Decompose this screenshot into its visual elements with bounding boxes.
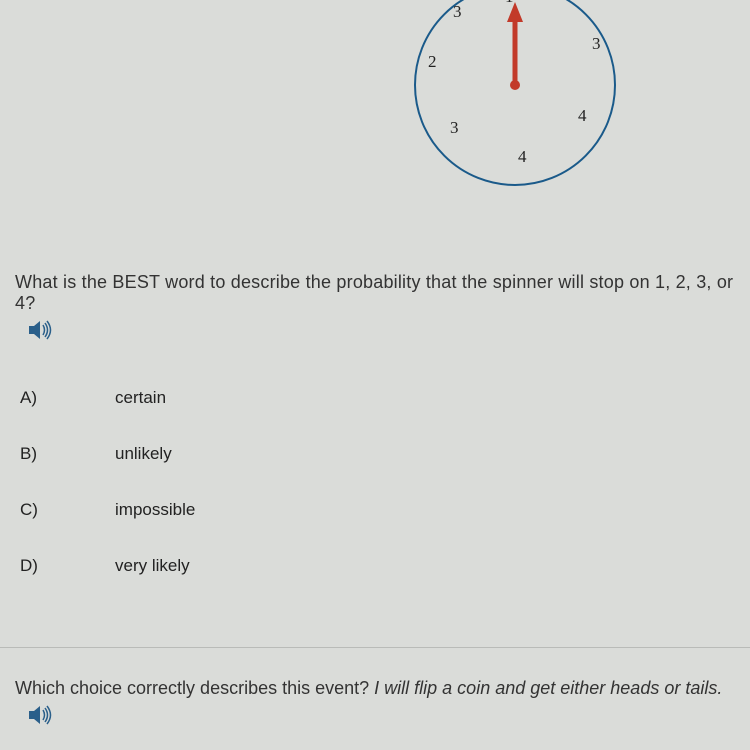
option-a[interactable]: A) certain [20,388,195,408]
spinner-label-1: 1 [505,0,514,7]
question-2-italic: I will flip a coin and get either heads … [374,678,722,698]
option-b[interactable]: B) unlikely [20,444,195,464]
speaker-icon [29,705,53,725]
audio-icon-q2[interactable] [29,705,735,730]
spinner-label-4: 3 [450,118,459,138]
speaker-icon [29,320,53,340]
option-letter-c: C) [20,500,115,520]
question-2-prefix: Which choice correctly describes this ev… [15,678,374,698]
spinner-label-3: 2 [428,52,437,72]
spinner-label-5: 4 [518,147,527,167]
option-c[interactable]: C) impossible [20,500,195,520]
option-d[interactable]: D) very likely [20,556,195,576]
question-2-block: Which choice correctly describes this ev… [15,678,735,730]
option-text-a: certain [115,388,166,408]
option-letter-a: A) [20,388,115,408]
question-1-text: What is the BEST word to describe the pr… [15,272,735,314]
option-text-b: unlikely [115,444,172,464]
question-1-block: What is the BEST word to describe the pr… [15,272,735,345]
question-2-text: Which choice correctly describes this ev… [15,678,735,699]
spinner-label-2: 3 [453,2,462,22]
option-letter-d: D) [20,556,115,576]
spinner-svg [410,0,620,200]
audio-icon-q1[interactable] [29,320,735,345]
spinner-label-7: 3 [592,34,601,54]
option-letter-b: B) [20,444,115,464]
spinner-label-6: 4 [578,106,587,126]
option-text-d: very likely [115,556,190,576]
spinner-diagram: 1 3 2 3 4 4 3 [410,0,620,200]
question-divider [0,647,750,648]
answer-options: A) certain B) unlikely C) impossible D) … [20,388,195,612]
option-text-c: impossible [115,500,195,520]
